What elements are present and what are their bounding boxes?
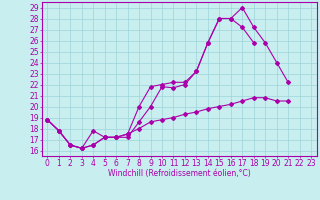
- X-axis label: Windchill (Refroidissement éolien,°C): Windchill (Refroidissement éolien,°C): [108, 169, 251, 178]
